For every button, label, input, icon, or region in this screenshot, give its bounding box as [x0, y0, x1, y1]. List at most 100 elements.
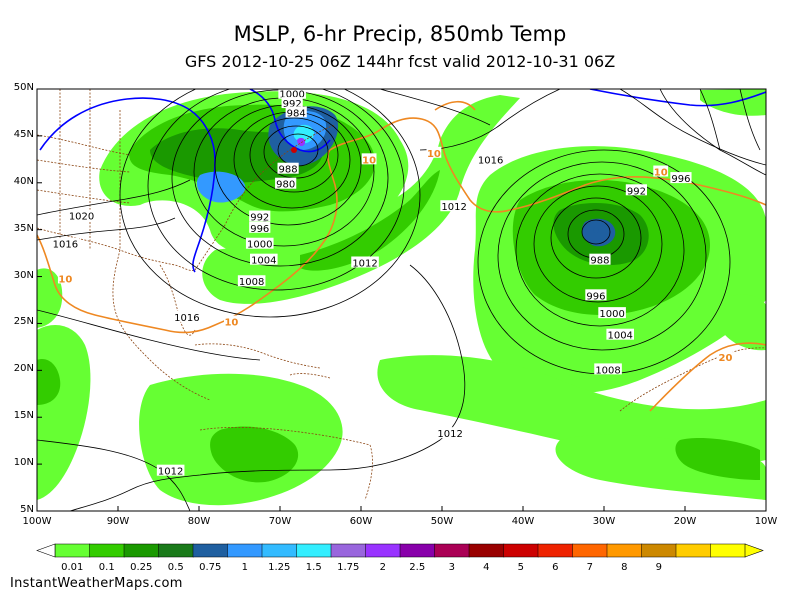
- isobar-label-bg: [436, 427, 464, 439]
- isobar-label: 1000: [279, 90, 304, 101]
- colorbar-label: 0.5: [167, 562, 184, 573]
- colorbar-high-arrow: [744, 543, 764, 558]
- isobar-label: 1012: [441, 202, 466, 213]
- colorbar-swatch: [537, 543, 574, 558]
- isobar-label-bg: [585, 289, 607, 301]
- colorbar-swatch: [158, 543, 194, 558]
- isobar-label: 996: [671, 174, 690, 185]
- isobar-label: 1000: [247, 240, 272, 251]
- isobar-label: 984: [287, 108, 306, 119]
- isobar-label: 1016: [174, 313, 199, 324]
- isobar-label: 1016: [478, 155, 503, 166]
- colorbar-label: 0.1: [98, 562, 115, 573]
- colorbar-swatch: [296, 543, 332, 558]
- isotherm-label-bg: [57, 272, 73, 284]
- lon-tick-label: 20W: [673, 516, 697, 527]
- isotherm-label-bg: [426, 146, 442, 158]
- isobar-label-bg: [285, 106, 307, 118]
- lon-tick-label: 40W: [511, 516, 535, 527]
- colorbar-swatch: [54, 543, 91, 558]
- colorbar-label: 4: [483, 562, 490, 573]
- colorbar-label: 8: [621, 562, 628, 573]
- colorbar-swatch: [710, 543, 746, 558]
- colorbar-swatch: [503, 543, 539, 558]
- isobar-label: 1004: [607, 331, 632, 342]
- lat-tick-label: 40N: [13, 175, 34, 187]
- storm-centers: [291, 147, 599, 233]
- colorbar-swatch: [261, 543, 298, 558]
- map-subtitle: GFS 2012-10-25 06Z 144hr fcst valid 2012…: [184, 52, 616, 71]
- colorbar-label: 1.25: [268, 562, 291, 573]
- precip-area: [37, 359, 61, 405]
- colorbar-swatch: [365, 543, 401, 558]
- colorbar-swatch: [89, 543, 125, 558]
- isotherm-label: 10: [224, 318, 238, 329]
- isobar-label-bg: [589, 253, 611, 265]
- isobar-label-bg: [51, 237, 80, 249]
- lat-tick-label: 15N: [13, 410, 34, 422]
- colorbar-swatch: [606, 543, 643, 558]
- precip-area: [718, 294, 766, 351]
- isobar-label-bg: [250, 253, 278, 265]
- isobar-label-bg: [278, 89, 306, 99]
- isotherm-label-bg: [718, 351, 733, 363]
- precip-area: [196, 171, 246, 203]
- isobars: [37, 89, 766, 511]
- precip-area: [675, 438, 760, 480]
- isotherm-label: 10: [58, 274, 72, 285]
- colorbar-swatch: [641, 543, 677, 558]
- isobar-label: 1000: [599, 309, 624, 320]
- colorbar-label: 2.5: [409, 562, 426, 573]
- colorbar-swatch: [227, 543, 263, 558]
- colorbar-low-arrow: [36, 543, 56, 558]
- colorbar-label: 2: [379, 562, 386, 573]
- lon-tick-label: 30W: [592, 516, 616, 527]
- isotherm-label: 10: [362, 155, 376, 166]
- isobar-label-bg: [440, 200, 468, 212]
- colorbar-label: 6: [552, 562, 559, 573]
- map-title: MSLP, 6-hr Precip, 850mb Temp: [233, 22, 567, 46]
- lon-tick-label: 70W: [268, 516, 292, 527]
- colorbar-swatch: [123, 543, 160, 558]
- colorbar-label: 0.25: [130, 562, 153, 573]
- lon-tick-label: 100W: [22, 516, 52, 527]
- lat-tick-label: 45N: [13, 128, 34, 140]
- isobar-label-bg: [156, 464, 185, 476]
- isotherm-label-bg: [653, 165, 669, 177]
- isobar-label-bg: [237, 275, 266, 287]
- isotherm-labels: 10 10 10 10 10 20: [57, 146, 733, 364]
- isobar-label: 992: [250, 213, 269, 224]
- isobar-label: 996: [586, 291, 605, 302]
- isobar-label: 1012: [437, 429, 462, 440]
- isobar-label-bg: [245, 237, 274, 249]
- isotherm-label: 10: [654, 168, 668, 179]
- colorbar-label: 3: [448, 562, 455, 573]
- isobar-label-bg: [277, 162, 299, 174]
- isobar-label: 1008: [595, 365, 620, 376]
- isobar-label: 988: [279, 165, 298, 176]
- precip-area: [300, 170, 440, 271]
- isotherm-label: 20: [719, 353, 733, 364]
- colorbar-swatch: [399, 543, 436, 558]
- colorbar-label: 0.75: [199, 562, 222, 573]
- precip-area: [37, 268, 63, 328]
- colorbar-label: 7: [586, 562, 593, 573]
- colorbar-swatch: [192, 543, 229, 558]
- isobar-label: 1008: [239, 277, 264, 288]
- colorbar-label: 9: [655, 562, 662, 573]
- isobar-label: 992: [627, 186, 646, 197]
- colorbar-label: 5: [517, 562, 524, 573]
- lon-tick-label: 50W: [430, 516, 454, 527]
- isotherm-label-bg: [224, 315, 239, 327]
- isotherm-label: 10: [427, 149, 441, 160]
- lon-tick-label: 80W: [187, 516, 211, 527]
- site-credit: InstantWeatherMaps.com: [10, 576, 183, 591]
- isobar-label-bg: [351, 256, 379, 268]
- colorbar-swatch: [675, 543, 712, 558]
- isobar-label-bg: [173, 310, 201, 322]
- low-pressure-center: [593, 227, 599, 233]
- isobar-label-bg: [275, 177, 297, 189]
- lat-tick-label: 50N: [13, 82, 34, 93]
